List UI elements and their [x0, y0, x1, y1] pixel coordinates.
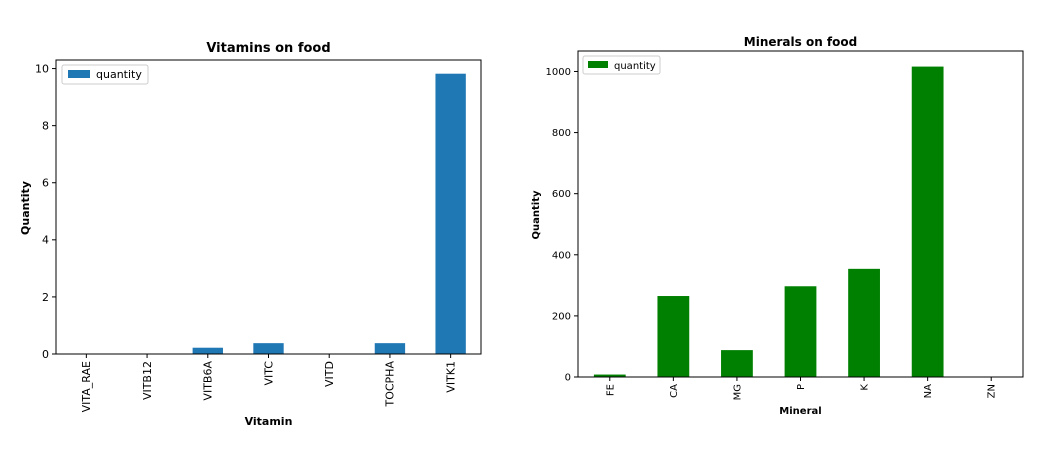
mineral-y-tick-label: 600: [552, 189, 571, 200]
mineral-y-tick-label: 0: [565, 373, 571, 384]
minerals-bars: [593, 66, 944, 377]
minerals-legend: quantity: [582, 55, 661, 75]
mineral-x-tick-label: K: [860, 384, 871, 391]
mineral-bar-ca: [657, 296, 690, 377]
vitamin-bar-vitk1: [435, 73, 466, 354]
mineral-x-tick-label: MG: [732, 384, 743, 400]
mineral-x-tick-label: P: [796, 384, 807, 390]
mineral-y-tick-label: 400: [552, 250, 571, 261]
vitamins-x-axis-label: Vitamin: [245, 415, 293, 428]
minerals-legend-swatch: [588, 61, 608, 68]
vitamin-x-tick-label: VITD: [323, 361, 336, 387]
vitamins-legend: quantity: [61, 64, 149, 85]
vitamin-y-tick-label: 0: [42, 348, 49, 361]
vitamins-y-ticks: 0 2 4 6 8 10: [35, 62, 56, 361]
mineral-y-tick-label: 1000: [546, 67, 571, 78]
mineral-bar-p: [784, 286, 817, 377]
vitamin-y-tick-label: 10: [35, 62, 49, 75]
vitamin-x-tick-label: VITB6A: [202, 361, 215, 401]
vitamins-bars: [192, 73, 466, 354]
minerals-x-ticks: FE CA MG P K NA ZN: [605, 377, 998, 400]
vitamins-legend-swatch: [68, 70, 90, 78]
vitamins-plot-frame: [55, 59, 482, 355]
vitamins-y-axis-label: Quantity: [19, 181, 32, 235]
vitamins-chart: Vitamins on food Vitamin Quantity 0 2 4 6 8 1…: [19, 41, 482, 428]
mineral-x-tick-label: ZN: [987, 384, 998, 398]
vitamin-bar-vitc: [253, 343, 284, 354]
vitamin-y-tick-label: 6: [42, 177, 49, 190]
mineral-bar-na: [911, 66, 944, 377]
mineral-bar-mg: [721, 350, 753, 377]
vitamins-chart-title: Vitamins on food: [206, 41, 330, 56]
vitamin-bar-tocpha: [374, 343, 406, 354]
vitamin-x-tick-label: VITK1: [444, 361, 457, 393]
vitamin-x-tick-label: VITA_RAE: [80, 361, 93, 412]
mineral-x-tick-label: NA: [923, 384, 934, 398]
vitamin-x-tick-label: VITC: [262, 361, 275, 386]
vitamin-y-tick-label: 8: [42, 120, 49, 133]
minerals-y-ticks: 0 200 400 600 800 1000: [546, 67, 578, 384]
vitamin-x-tick-label: TOCPHA: [384, 361, 397, 408]
vitamin-x-tick-label: VITB12: [141, 361, 154, 400]
minerals-legend-label: quantity: [614, 61, 656, 72]
minerals-chart: Minerals on food Mineral Quantity 0 200 40…: [531, 35, 1024, 417]
mineral-y-tick-label: 200: [552, 311, 571, 322]
mineral-bar-fe: [593, 374, 626, 377]
vitamin-y-tick-label: 2: [42, 291, 49, 304]
mineral-bar-k: [848, 268, 880, 377]
minerals-chart-title: Minerals on food: [744, 35, 857, 49]
minerals-x-axis-label: Mineral: [779, 406, 821, 417]
vitamin-y-tick-label: 4: [42, 234, 49, 247]
mineral-y-tick-label: 800: [552, 128, 571, 139]
mineral-x-tick-label: FE: [605, 384, 616, 396]
vitamins-legend-label: quantity: [96, 68, 142, 81]
minerals-plot-frame: [577, 50, 1024, 378]
minerals-y-axis-label: Quantity: [531, 190, 542, 239]
mineral-x-tick-label: CA: [669, 384, 680, 398]
vitamin-bar-vitb6a: [192, 347, 223, 354]
vitamins-x-ticks: VITA_RAE VITB12 VITB6A VITC VITD TOCPHA VITK1: [80, 354, 457, 412]
